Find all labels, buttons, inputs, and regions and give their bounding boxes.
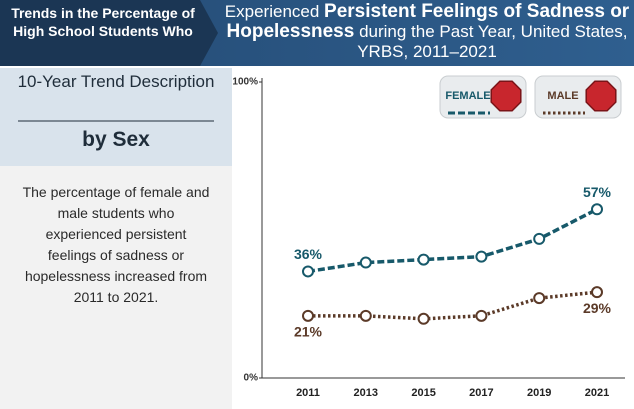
y-tick-label: 0%	[244, 373, 259, 384]
banner-arrow	[0, 0, 218, 66]
title-suffix: during the Past Year, United States, YRB…	[357, 22, 628, 61]
description: The percentage of female and male studen…	[22, 184, 210, 305]
title-main: Persistent Feelings of Sadness or Hopele…	[226, 1, 630, 42]
marker	[359, 309, 372, 322]
line	[308, 290, 598, 321]
marker	[302, 265, 314, 278]
x-tick-label: 2017	[469, 387, 493, 399]
marker	[475, 309, 488, 322]
marker	[302, 309, 314, 322]
x-tick-label: 2015	[411, 387, 435, 399]
x-tick-label: 2011	[296, 387, 320, 399]
data-label: 36%	[294, 246, 323, 262]
marker	[475, 250, 488, 263]
legend-label: MALE	[547, 90, 578, 102]
y-tick-label: 100%	[232, 77, 258, 88]
title-prefix: Experienced	[224, 2, 320, 21]
sidebar-subheading: by Sex	[82, 128, 150, 151]
x-tick-label: 2019	[527, 387, 551, 399]
data-label: 21%	[294, 324, 323, 340]
chart-title: Experienced Persistent Feelings of Sadne…	[222, 2, 632, 62]
sidebar-box	[0, 68, 232, 166]
data-label: 57%	[583, 184, 612, 200]
x-tick-label: 2013	[354, 387, 378, 399]
marker	[417, 312, 430, 325]
marker	[417, 253, 430, 266]
marker	[591, 286, 603, 299]
marker	[533, 232, 546, 245]
x-tick-label: 2021	[585, 387, 609, 399]
marker	[591, 203, 603, 216]
line	[307, 207, 598, 274]
sidebar-heading: 10-Year Trend Description	[17, 72, 215, 91]
marker	[533, 292, 546, 305]
header: Trends in the Percentage of High School …	[11, 5, 195, 39]
data-label: 29%	[583, 300, 612, 316]
stop-icon	[490, 80, 522, 112]
legend-label: FEMALE	[445, 90, 490, 102]
sidebar-body	[0, 166, 232, 409]
stop-icon	[585, 80, 617, 112]
marker	[359, 256, 372, 269]
